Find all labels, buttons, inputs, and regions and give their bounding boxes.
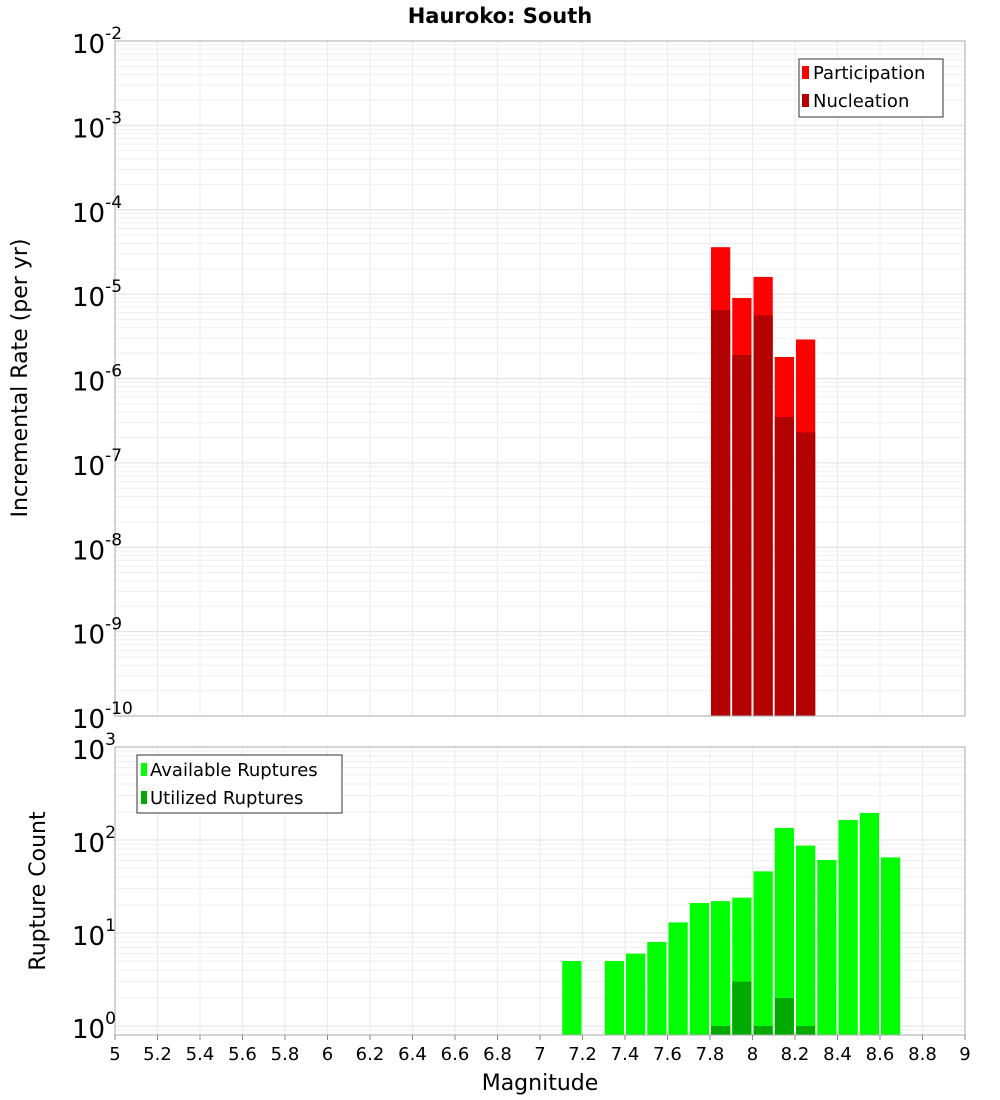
legend-swatch-available xyxy=(141,763,147,776)
y-tick-label: 10-7 xyxy=(72,446,122,482)
x-tick-label: 9 xyxy=(959,1044,970,1065)
bar-nucleation xyxy=(732,354,752,716)
top-bars xyxy=(711,247,816,716)
y-tick-label: 10-9 xyxy=(72,615,122,651)
bar-nucleation xyxy=(711,309,731,716)
legend-swatch-participation xyxy=(802,66,809,79)
legend-label-nucleation: Nucleation xyxy=(813,91,909,112)
bottom-legend: Available Ruptures Utilized Ruptures xyxy=(136,754,343,814)
bar-nucleation xyxy=(753,315,773,716)
bar-available-ruptures xyxy=(604,960,624,1035)
bar-available-ruptures xyxy=(859,813,879,1035)
bar-available-ruptures xyxy=(668,922,688,1035)
x-tick-label: 5.6 xyxy=(228,1044,257,1065)
bar-available-ruptures xyxy=(774,827,794,1035)
x-tick-label: 8.4 xyxy=(823,1044,852,1065)
bar-available-ruptures xyxy=(689,903,709,1035)
x-tick-label: 7.4 xyxy=(611,1044,640,1065)
bar-utilized-ruptures xyxy=(753,1025,773,1035)
bar-utilized-ruptures xyxy=(732,981,752,1035)
bar-available-ruptures xyxy=(796,845,816,1035)
y-tick-label: 102 xyxy=(72,823,116,859)
bottom-y-ticks: 103 102 101 100 xyxy=(72,730,116,1045)
bar-utilized-ruptures xyxy=(711,1025,731,1035)
x-tick-label: 6 xyxy=(322,1044,333,1065)
x-tick-label: 7.8 xyxy=(696,1044,725,1065)
bar-nucleation xyxy=(774,416,794,716)
x-tick-label: 7.2 xyxy=(568,1044,597,1065)
top-y-axis-label: Incremental Rate (per yr) xyxy=(8,239,33,518)
top-grid xyxy=(114,40,966,717)
y-tick-label: 10-3 xyxy=(72,108,122,144)
bar-available-ruptures xyxy=(817,859,837,1035)
top-y-ticks: 10-2 10-3 10-4 10-5 10-6 10-7 10-8 10-9 10-10 xyxy=(72,24,133,735)
x-axis-label: Magnitude xyxy=(482,1071,599,1096)
bar-available-ruptures xyxy=(753,871,773,1035)
legend-swatch-utilized xyxy=(141,791,147,804)
y-tick-label: 100 xyxy=(72,1009,116,1045)
legend-label-participation: Participation xyxy=(813,63,925,84)
x-tick-label: 8.8 xyxy=(908,1044,937,1065)
x-tick-label: 7 xyxy=(534,1044,545,1065)
bar-nucleation xyxy=(796,432,816,716)
top-legend: Participation Nucleation xyxy=(798,58,944,118)
y-tick-label: 10-10 xyxy=(72,699,133,735)
x-tick-label: 7.6 xyxy=(653,1044,682,1065)
x-tick-label: 5.8 xyxy=(271,1044,300,1065)
x-tick-label: 8.6 xyxy=(866,1044,895,1065)
x-tick-label: 6.8 xyxy=(483,1044,512,1065)
bar-available-ruptures xyxy=(562,960,582,1035)
bar-utilized-ruptures xyxy=(796,1025,816,1035)
x-tick-label: 6.2 xyxy=(356,1044,385,1065)
y-tick-label: 10-4 xyxy=(72,193,122,229)
x-ticks: 5 5.2 5.4 5.6 5.8 6 6.2 6.4 6.6 6.8 7 7.2 7.4 7.6 7.8 8… xyxy=(109,1035,971,1065)
x-tick-label: 5.4 xyxy=(186,1044,215,1065)
y-tick-label: 10-5 xyxy=(72,277,122,313)
chart-title: Hauroko: South xyxy=(408,4,593,28)
x-tick-label: 8.2 xyxy=(781,1044,810,1065)
bar-available-ruptures xyxy=(647,942,667,1035)
top-plot-frame xyxy=(114,40,966,717)
y-tick-label: 10-2 xyxy=(72,24,122,60)
bar-available-ruptures xyxy=(838,820,858,1035)
y-tick-label: 10-8 xyxy=(72,530,122,566)
bottom-bars xyxy=(562,813,901,1035)
x-tick-label: 6.4 xyxy=(398,1044,427,1065)
bar-available-ruptures xyxy=(711,901,731,1035)
x-tick-label: 5.2 xyxy=(143,1044,172,1065)
x-tick-label: 5 xyxy=(109,1044,120,1065)
y-tick-label: 103 xyxy=(72,730,116,766)
legend-label-available: Available Ruptures xyxy=(150,760,318,781)
bar-available-ruptures xyxy=(881,857,901,1035)
y-tick-label: 10-6 xyxy=(72,362,122,398)
legend-label-utilized: Utilized Ruptures xyxy=(150,788,303,809)
y-tick-label: 101 xyxy=(72,916,116,952)
bar-available-ruptures xyxy=(626,953,646,1035)
x-tick-label: 6.6 xyxy=(441,1044,470,1065)
x-tick-label: 8 xyxy=(747,1044,758,1065)
legend-swatch-nucleation xyxy=(802,94,809,107)
bar-utilized-ruptures xyxy=(774,997,794,1035)
bottom-y-axis-label: Rupture Count xyxy=(26,811,51,971)
